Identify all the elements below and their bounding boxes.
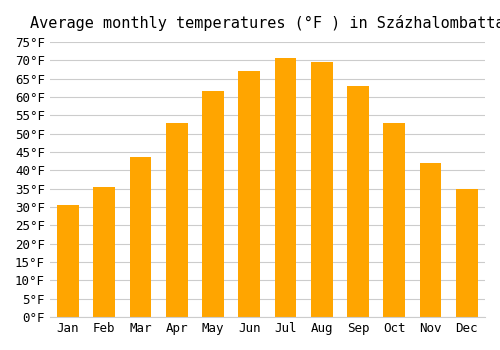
Bar [130, 158, 152, 317]
Bar [238, 71, 260, 317]
Bar [202, 91, 224, 317]
Bar [57, 205, 79, 317]
Bar [311, 62, 332, 317]
Title: Average monthly temperatures (°F ) in Százhalombatta: Average monthly temperatures (°F ) in Sz… [30, 15, 500, 31]
Bar [347, 86, 369, 317]
Bar [274, 58, 296, 317]
Bar [166, 122, 188, 317]
Bar [456, 189, 477, 317]
Bar [384, 122, 405, 317]
Bar [420, 163, 442, 317]
Bar [94, 187, 115, 317]
